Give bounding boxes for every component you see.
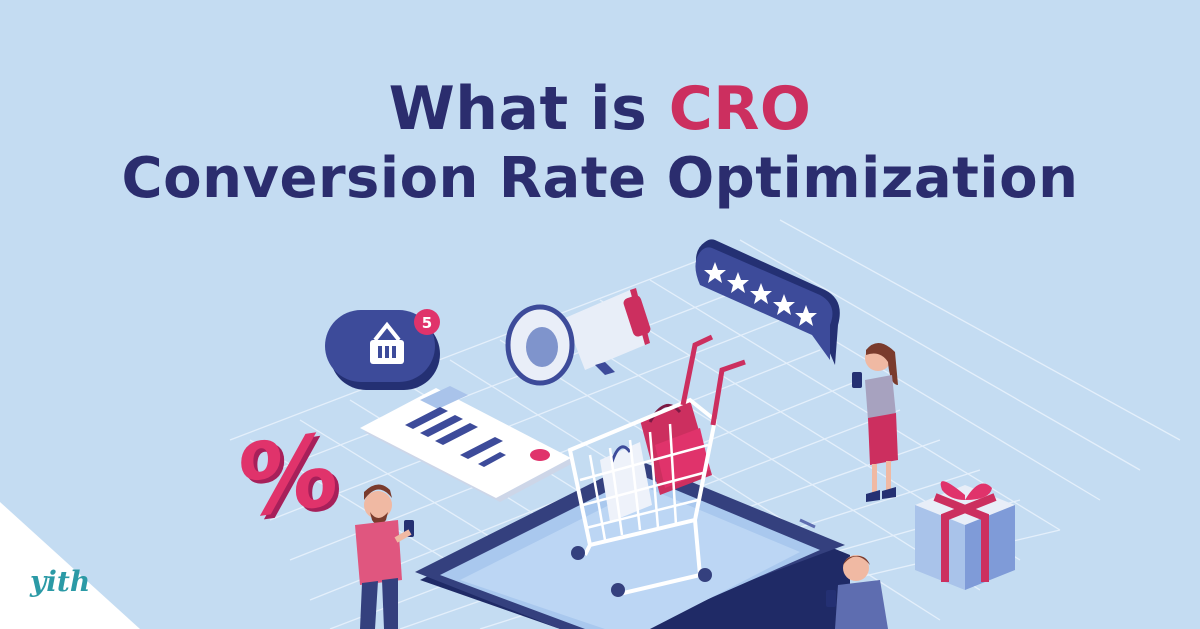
logo-corner bbox=[0, 502, 140, 629]
star-icon bbox=[704, 262, 726, 283]
man-figure-bottom bbox=[826, 555, 888, 629]
yith-logo[interactable]: yith bbox=[30, 565, 91, 598]
review-bubble bbox=[695, 239, 840, 365]
notification-badge bbox=[414, 309, 440, 335]
basket-icon bbox=[370, 321, 404, 364]
megaphone-icon bbox=[505, 288, 651, 386]
star-icon bbox=[750, 283, 772, 304]
headline-accent: CRO bbox=[668, 74, 812, 144]
star-icon bbox=[727, 272, 749, 293]
headline-line-2: Conversion Rate Optimization bbox=[121, 146, 1079, 211]
cart-badge-count: 5 bbox=[422, 314, 432, 332]
woman-figure bbox=[852, 342, 898, 502]
gift-icon bbox=[915, 481, 1015, 590]
svg-text:%: % bbox=[238, 411, 338, 542]
smartphone-icon bbox=[415, 460, 850, 629]
headline-prefix: What is bbox=[388, 74, 648, 144]
headline-line-1: What is CRO bbox=[0, 74, 1200, 144]
svg-text:%: % bbox=[242, 414, 342, 545]
star-icon bbox=[795, 305, 817, 326]
basket-bubble bbox=[325, 309, 440, 390]
star-icon bbox=[773, 294, 795, 315]
shopping-cart-icon bbox=[567, 334, 746, 597]
credit-card-icon bbox=[360, 386, 575, 502]
review-stars bbox=[704, 262, 817, 326]
man-figure-left bbox=[355, 484, 414, 629]
percent-icon: % % bbox=[238, 411, 342, 545]
